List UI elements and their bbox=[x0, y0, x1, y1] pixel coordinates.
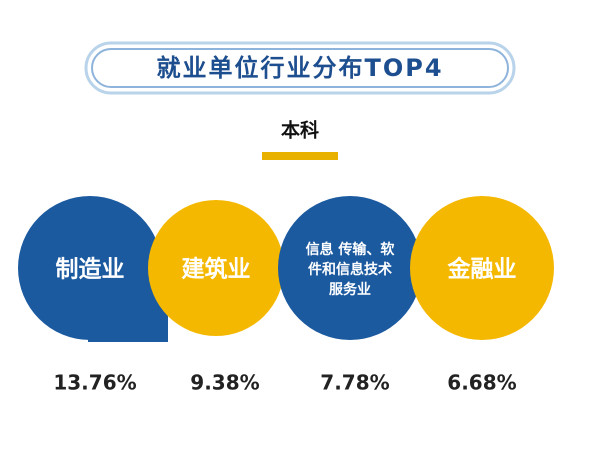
industry-circle bbox=[148, 200, 284, 336]
title-pill bbox=[91, 48, 509, 88]
title-outer-border bbox=[84, 41, 516, 95]
industry-label: 件和信息技术 bbox=[308, 261, 392, 278]
industry-percent: 9.38% bbox=[190, 371, 259, 395]
industry-percent: 6.68% bbox=[447, 371, 516, 395]
industry-label: 金融业 bbox=[447, 256, 517, 283]
subtitle-underline bbox=[262, 152, 338, 160]
industry-label: 制造业 bbox=[56, 257, 125, 283]
industry-label: 信息 传输、软 bbox=[306, 241, 396, 258]
industry-label: 建筑业 bbox=[182, 256, 251, 283]
industry-percent: 7.78% bbox=[320, 371, 389, 395]
industry-circle bbox=[18, 196, 162, 340]
industry-circle bbox=[410, 196, 554, 340]
industry-circle bbox=[278, 196, 422, 340]
subtitle: 本科 bbox=[281, 119, 319, 142]
industry-percent: 13.76% bbox=[53, 371, 136, 395]
industry-label: 服务业 bbox=[329, 281, 371, 298]
title: 就业单位行业分布TOP4 bbox=[156, 54, 443, 82]
